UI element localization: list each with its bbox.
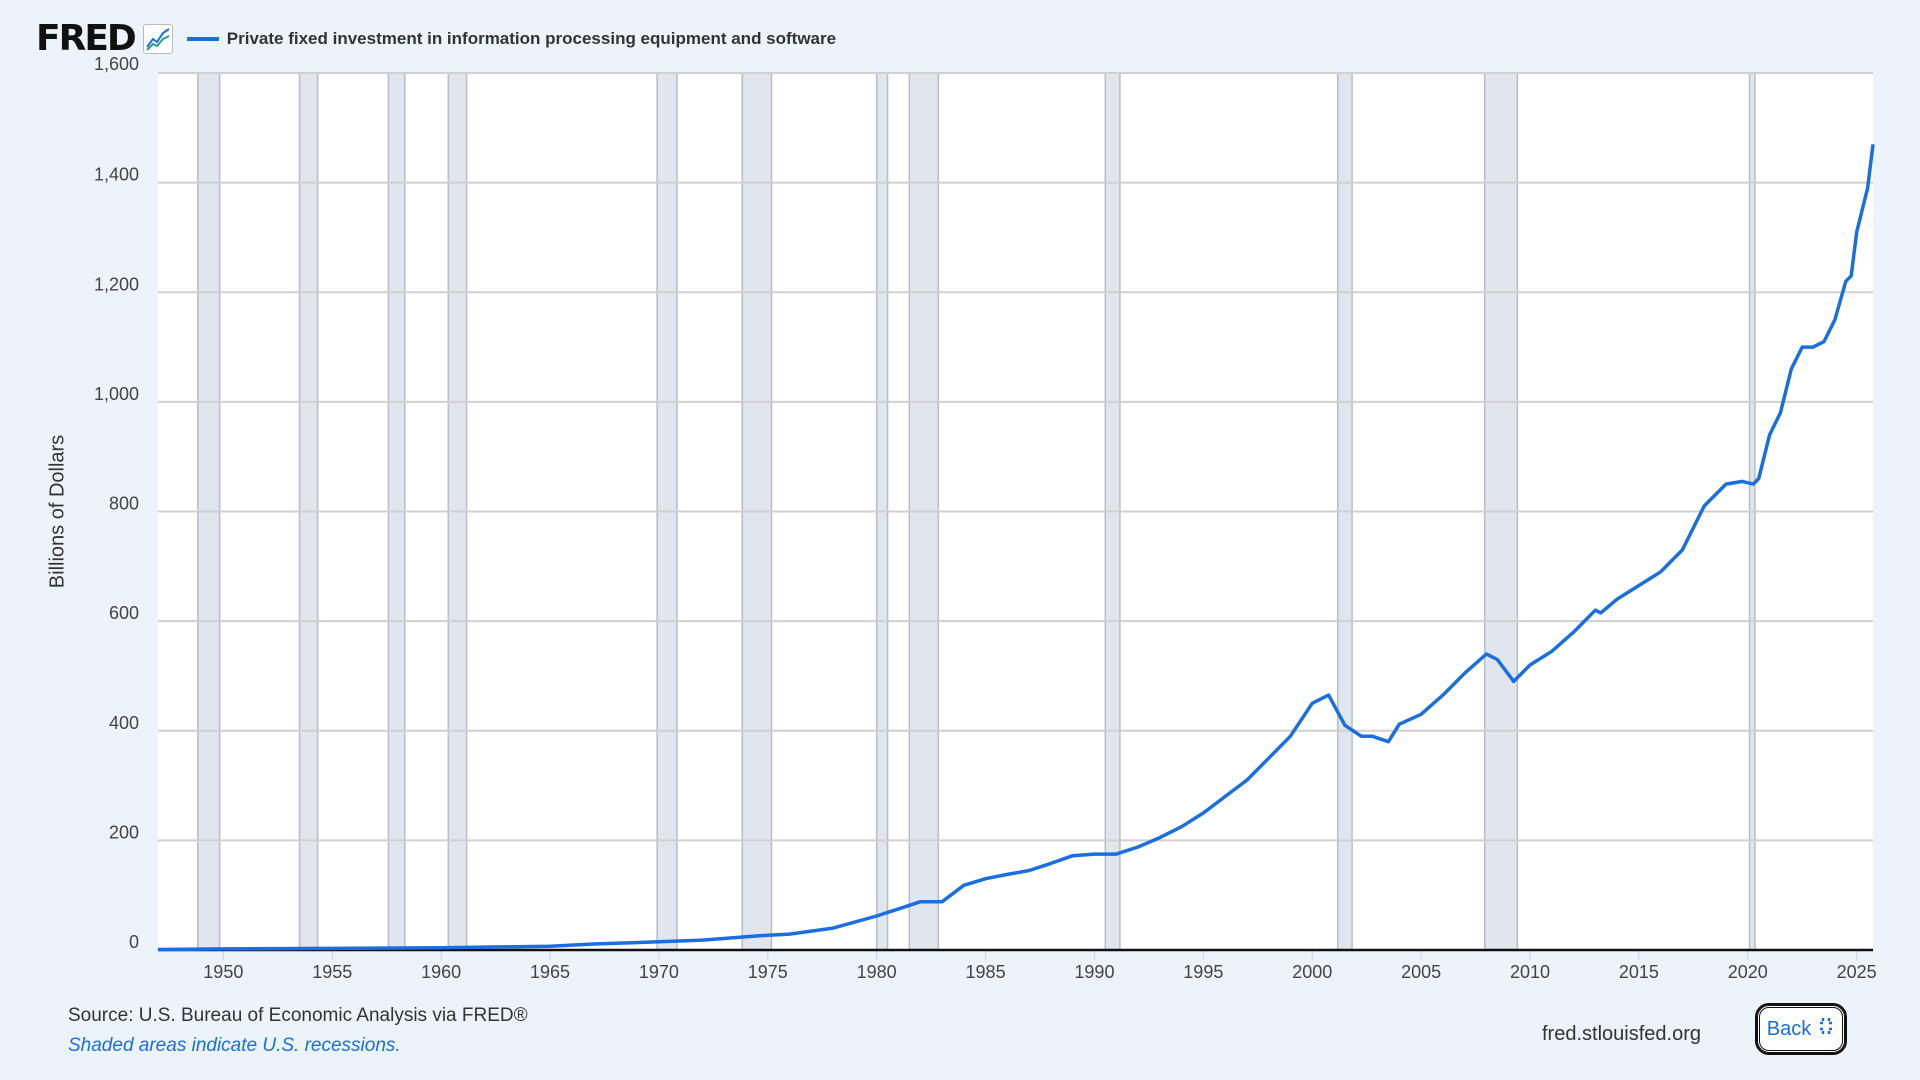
y-tick-label: 1,400 xyxy=(94,165,139,185)
x-tick-label: 1955 xyxy=(312,962,352,982)
x-tick-label: 1950 xyxy=(203,962,243,982)
x-tick-label: 1985 xyxy=(966,962,1006,982)
y-tick-label: 1,200 xyxy=(94,274,139,294)
y-tick-label: 800 xyxy=(109,494,139,514)
recession-note: Shaded areas indicate U.S. recessions. xyxy=(68,1035,401,1056)
x-tick-label: 1975 xyxy=(748,962,788,982)
y-tick-label: 400 xyxy=(109,713,139,733)
legend-swatch xyxy=(186,36,219,41)
series-title: Private fixed investment in information … xyxy=(226,28,837,48)
x-tick-label: 2020 xyxy=(1728,962,1768,982)
x-tick-label: 2025 xyxy=(1837,962,1877,982)
collapse-icon xyxy=(1817,1017,1835,1041)
x-tick-label: 1965 xyxy=(530,962,570,982)
y-tick-label: 1,000 xyxy=(94,384,139,404)
x-tick-label: 1995 xyxy=(1183,962,1223,982)
back-button[interactable]: Back xyxy=(1755,1003,1847,1055)
chart-header: FRED Private fixed investment in informa… xyxy=(36,18,836,59)
fred-logo[interactable]: FRED xyxy=(36,18,137,59)
series-line xyxy=(157,144,1875,952)
y-tick-label: 1,600 xyxy=(94,54,139,74)
chart-plot: 0 200 400 600 800 1,000 1,200 1,400 1,600 1950 195… xyxy=(94,54,1877,982)
x-tick-label: 2015 xyxy=(1619,962,1659,982)
x-tick-label: 1960 xyxy=(421,962,461,982)
y-tick-label: 600 xyxy=(109,603,139,623)
source-text: Source: U.S. Bureau of Economic Analysis… xyxy=(68,1005,528,1026)
y-tick-label: 0 xyxy=(129,932,139,952)
y-tick-label: 200 xyxy=(109,822,139,842)
x-tick-label: 2010 xyxy=(1510,962,1550,982)
line-chart-icon[interactable] xyxy=(142,23,173,54)
x-tick-label: 1970 xyxy=(639,962,679,982)
site-url[interactable]: fred.stlouisfed.org xyxy=(1542,1023,1701,1045)
x-tick-label: 2005 xyxy=(1401,962,1441,982)
x-tick-label: 1980 xyxy=(857,962,897,982)
x-tick-label: 1990 xyxy=(1074,962,1114,982)
x-tick-label: 2000 xyxy=(1292,962,1332,982)
back-label: Back xyxy=(1766,1017,1812,1040)
